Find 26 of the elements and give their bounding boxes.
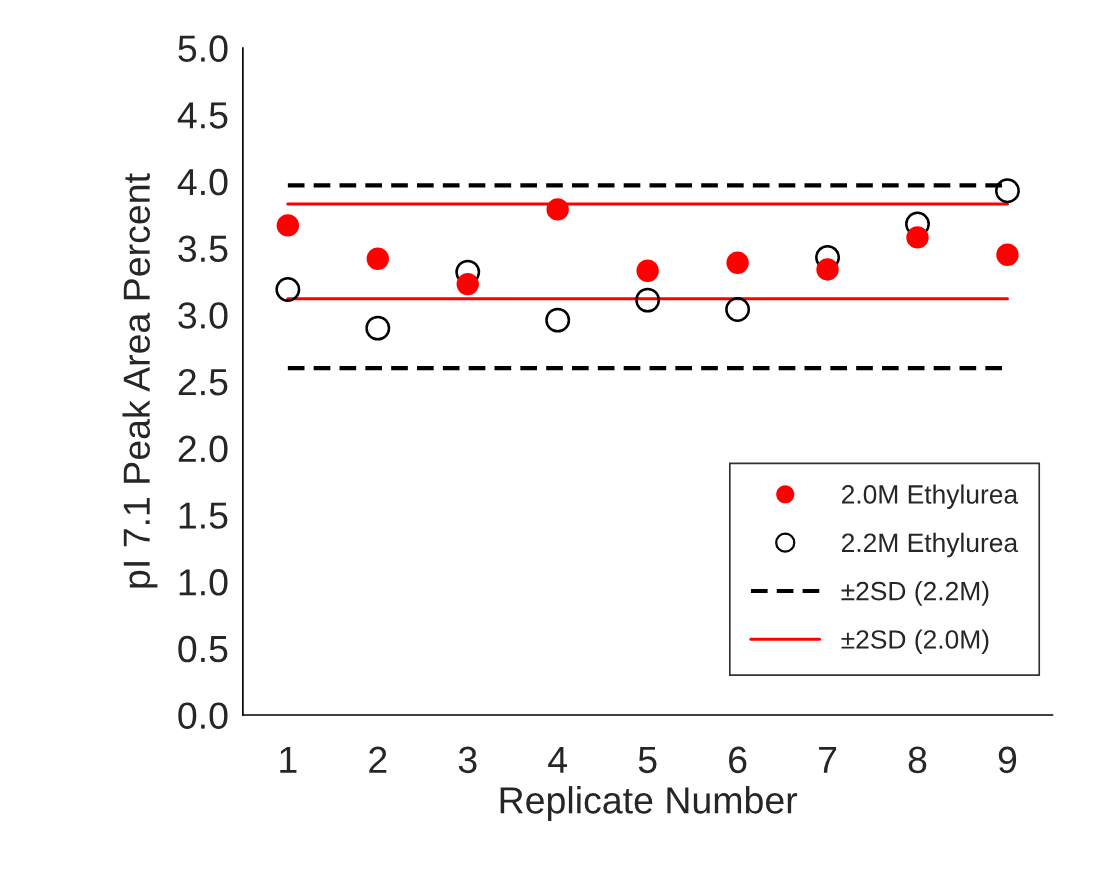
x-axis-title: Replicate Number [500,786,798,822]
x-tick-label: 4 [548,746,568,773]
legend-label: 2.0M Ethylurea [841,484,1019,509]
y-tick-label: 2.0 [178,435,228,463]
legend-label: ±2SD (2.2M) [841,581,989,606]
y-tick-label: 1.5 [179,502,228,529]
y-tick-label: 4.5 [177,102,228,129]
y-tick-label: 0.0 [178,702,228,729]
y-tick-label: 2.5 [178,368,228,396]
y-axis-title: pI 7.1 Peak Area Percent [122,173,158,588]
legend-label: 2.2M Ethylurea [841,532,1019,558]
x-tick-label: 9 [998,746,1017,774]
x-tick-label: 5 [638,746,657,774]
x-tick-label: 8 [908,746,927,774]
legend-label: ±2SD (2.0M) [841,629,989,655]
x-tick-label: 6 [729,746,747,774]
y-tick-label: 4.0 [177,168,228,196]
y-tick-label: 1.0 [179,569,228,596]
y-tick-label: 0.5 [178,635,228,663]
x-tick-label: 7 [819,746,837,773]
x-tick-label: 3 [458,746,477,774]
x-tick-label: 1 [280,746,297,773]
y-tick-label: 3.5 [178,235,228,263]
y-tick-label: 5.0 [178,35,228,62]
y-tick-label: 3.0 [178,302,228,329]
x-tick-label: 2 [369,746,387,773]
